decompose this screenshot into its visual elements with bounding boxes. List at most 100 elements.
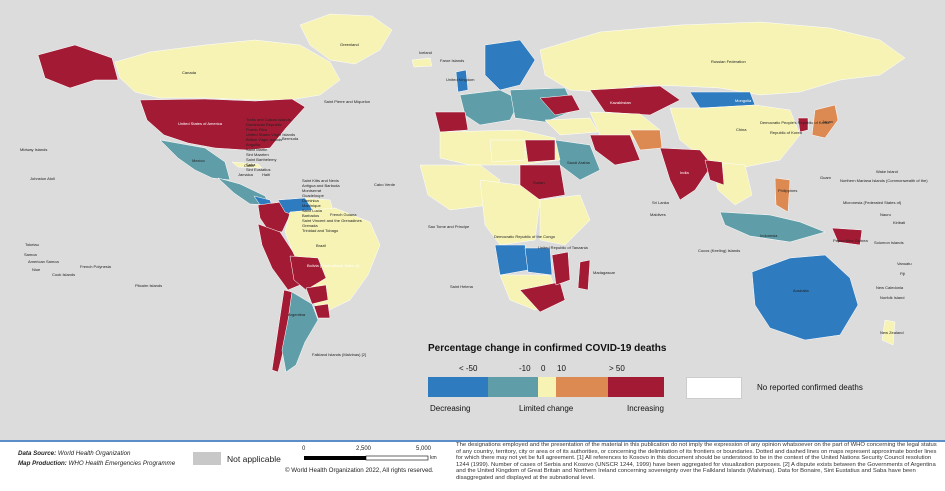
scale-bar	[304, 455, 429, 461]
map-production-value: WHO Health Emergencies Programme	[68, 460, 176, 467]
label-iceland: Iceland	[419, 50, 432, 55]
label-frpolynesia: French Polynesia	[80, 264, 111, 269]
label-cook: Cook Islands	[52, 272, 76, 277]
region-south-africa	[519, 281, 566, 313]
label-solomon: Solomon Islands	[874, 240, 904, 245]
region-saudi	[554, 139, 601, 181]
label-argentina: Argentina	[288, 312, 306, 317]
label-caboverde: Cabo Verde	[374, 182, 396, 187]
label-maldives: Maldives	[650, 212, 666, 217]
region-png	[831, 227, 863, 246]
label-indonesia: Indonesia	[760, 233, 778, 238]
label-china: China	[736, 127, 747, 132]
label-madagascar: Madagascar	[593, 270, 616, 275]
region-philippines	[774, 177, 791, 213]
region-japan	[811, 104, 839, 139]
label-cuba: Cuba	[244, 163, 254, 168]
label-faroe: Faroe Islands	[440, 58, 465, 63]
scale-0: 0	[302, 446, 306, 452]
scale-2500: 2,500	[356, 446, 372, 452]
label-bolivia: Bolivia (Plurinational State of)	[307, 263, 360, 268]
label-greenland: Greenland	[340, 42, 359, 47]
region-alaska	[37, 44, 119, 89]
legend-title: Percentage change in confirmed COVID-19 …	[428, 343, 667, 354]
region-iberia	[434, 111, 469, 133]
label-amsamoa: American Samoa	[28, 259, 59, 264]
region-peru	[257, 223, 301, 291]
region-zambia	[524, 247, 553, 276]
data-source-value: World Health Organization	[57, 450, 131, 457]
label-newcaledonia: New Caledonia	[876, 285, 904, 290]
region-canada	[114, 39, 341, 101]
region-myanmar	[704, 159, 725, 186]
label-falkland: Falkland Islands (Malvinas) [2]	[312, 352, 367, 357]
legend-tick-10: 10	[557, 364, 566, 373]
not-applicable-swatch	[193, 452, 221, 465]
disclaimer: The designations employed and the presen…	[456, 442, 937, 481]
label-caribbean-group-1: Turks and Caicos Islands Dominican Repub…	[246, 117, 296, 172]
region-iran	[589, 134, 641, 166]
label-canada: Canada	[182, 70, 197, 75]
region-libya	[489, 139, 526, 163]
region-india	[659, 147, 713, 201]
region-argentina	[281, 291, 319, 373]
scale-5000: 5,000	[416, 446, 432, 452]
region-korea	[797, 117, 809, 133]
region-east-africa	[539, 194, 591, 246]
label-haiti: Haiti	[262, 172, 271, 177]
legend-no-data-label: No reported confirmed deaths	[757, 383, 863, 392]
label-frguiana: French Guiana	[330, 212, 357, 217]
label-india: India	[680, 170, 689, 175]
legend-tick-minus10: -10	[519, 364, 531, 373]
not-applicable-label: Not applicable	[227, 454, 281, 464]
label-marianas: Northern Mariana Islands (Commonwealth o…	[840, 178, 928, 183]
legend-swatch-no-data	[686, 377, 742, 399]
label-bermuda: Bermuda	[282, 136, 299, 141]
region-central-africa	[479, 179, 541, 246]
legend-limited: Limited change	[519, 404, 574, 413]
copyright: © World Health Organization 2022, All ri…	[285, 467, 434, 474]
region-uruguay	[313, 303, 331, 319]
legend-swatch-strong-increase	[608, 377, 664, 397]
region-angola	[494, 244, 529, 276]
map-production-line: Map Production: WHO Health Emergencies P…	[18, 460, 175, 467]
label-russia: Russian Federation	[711, 59, 746, 64]
label-niue: Niue	[32, 267, 41, 272]
label-kiribati: Kiribati	[893, 220, 906, 225]
label-tanzania: United Republic of Tanzania	[538, 245, 588, 250]
label-mexico: Mexico	[192, 158, 205, 163]
region-turkey	[544, 117, 599, 136]
region-uk	[455, 69, 469, 93]
label-norfolk: Norfolk Island	[880, 295, 905, 300]
region-bolivia	[289, 255, 327, 291]
region-iceland	[411, 57, 433, 68]
label-brazil: Brazil	[316, 243, 327, 248]
label-srilanka: Sri Lanka	[652, 200, 669, 205]
label-caribbean-group-2: Saint Kitts and Nevis Antigua and Barbud…	[302, 178, 362, 233]
legend-tick-50: > 50	[609, 364, 625, 373]
region-kazakhstan	[589, 85, 681, 116]
region-nz	[881, 319, 896, 346]
region-usa	[139, 98, 306, 151]
label-kazakhstan: Kazakhstan	[610, 100, 631, 105]
world-map: Greenland Canada United States of Americ…	[0, 0, 945, 440]
legend-tick-0: 0	[541, 364, 546, 373]
label-johnston: Johnston Atoll	[30, 176, 55, 181]
legend-decreasing: Decreasing	[430, 404, 471, 413]
label-midway: Midway Islands	[20, 147, 48, 152]
region-australia	[751, 254, 859, 341]
region-madagascar	[577, 259, 591, 291]
label-fiji: Fiji	[900, 271, 906, 276]
label-usa: United States of America	[178, 121, 223, 126]
label-pitcairn: Pitcairn Islands	[135, 283, 163, 288]
label-samoa: Samoa	[24, 252, 37, 257]
label-vanuatu: Vanuatu	[897, 261, 912, 266]
label-sudan: Sudan	[533, 180, 545, 185]
region-indonesia	[719, 211, 826, 243]
label-jamaica: Jamaica	[238, 172, 253, 177]
legend-tick-minus50: < -50	[459, 364, 478, 373]
label-australia: Australia	[793, 288, 809, 293]
label-tokelau: Tokelau	[25, 242, 39, 247]
label-guam: Guam	[820, 175, 831, 180]
label-mongolia: Mongolia	[735, 98, 752, 103]
